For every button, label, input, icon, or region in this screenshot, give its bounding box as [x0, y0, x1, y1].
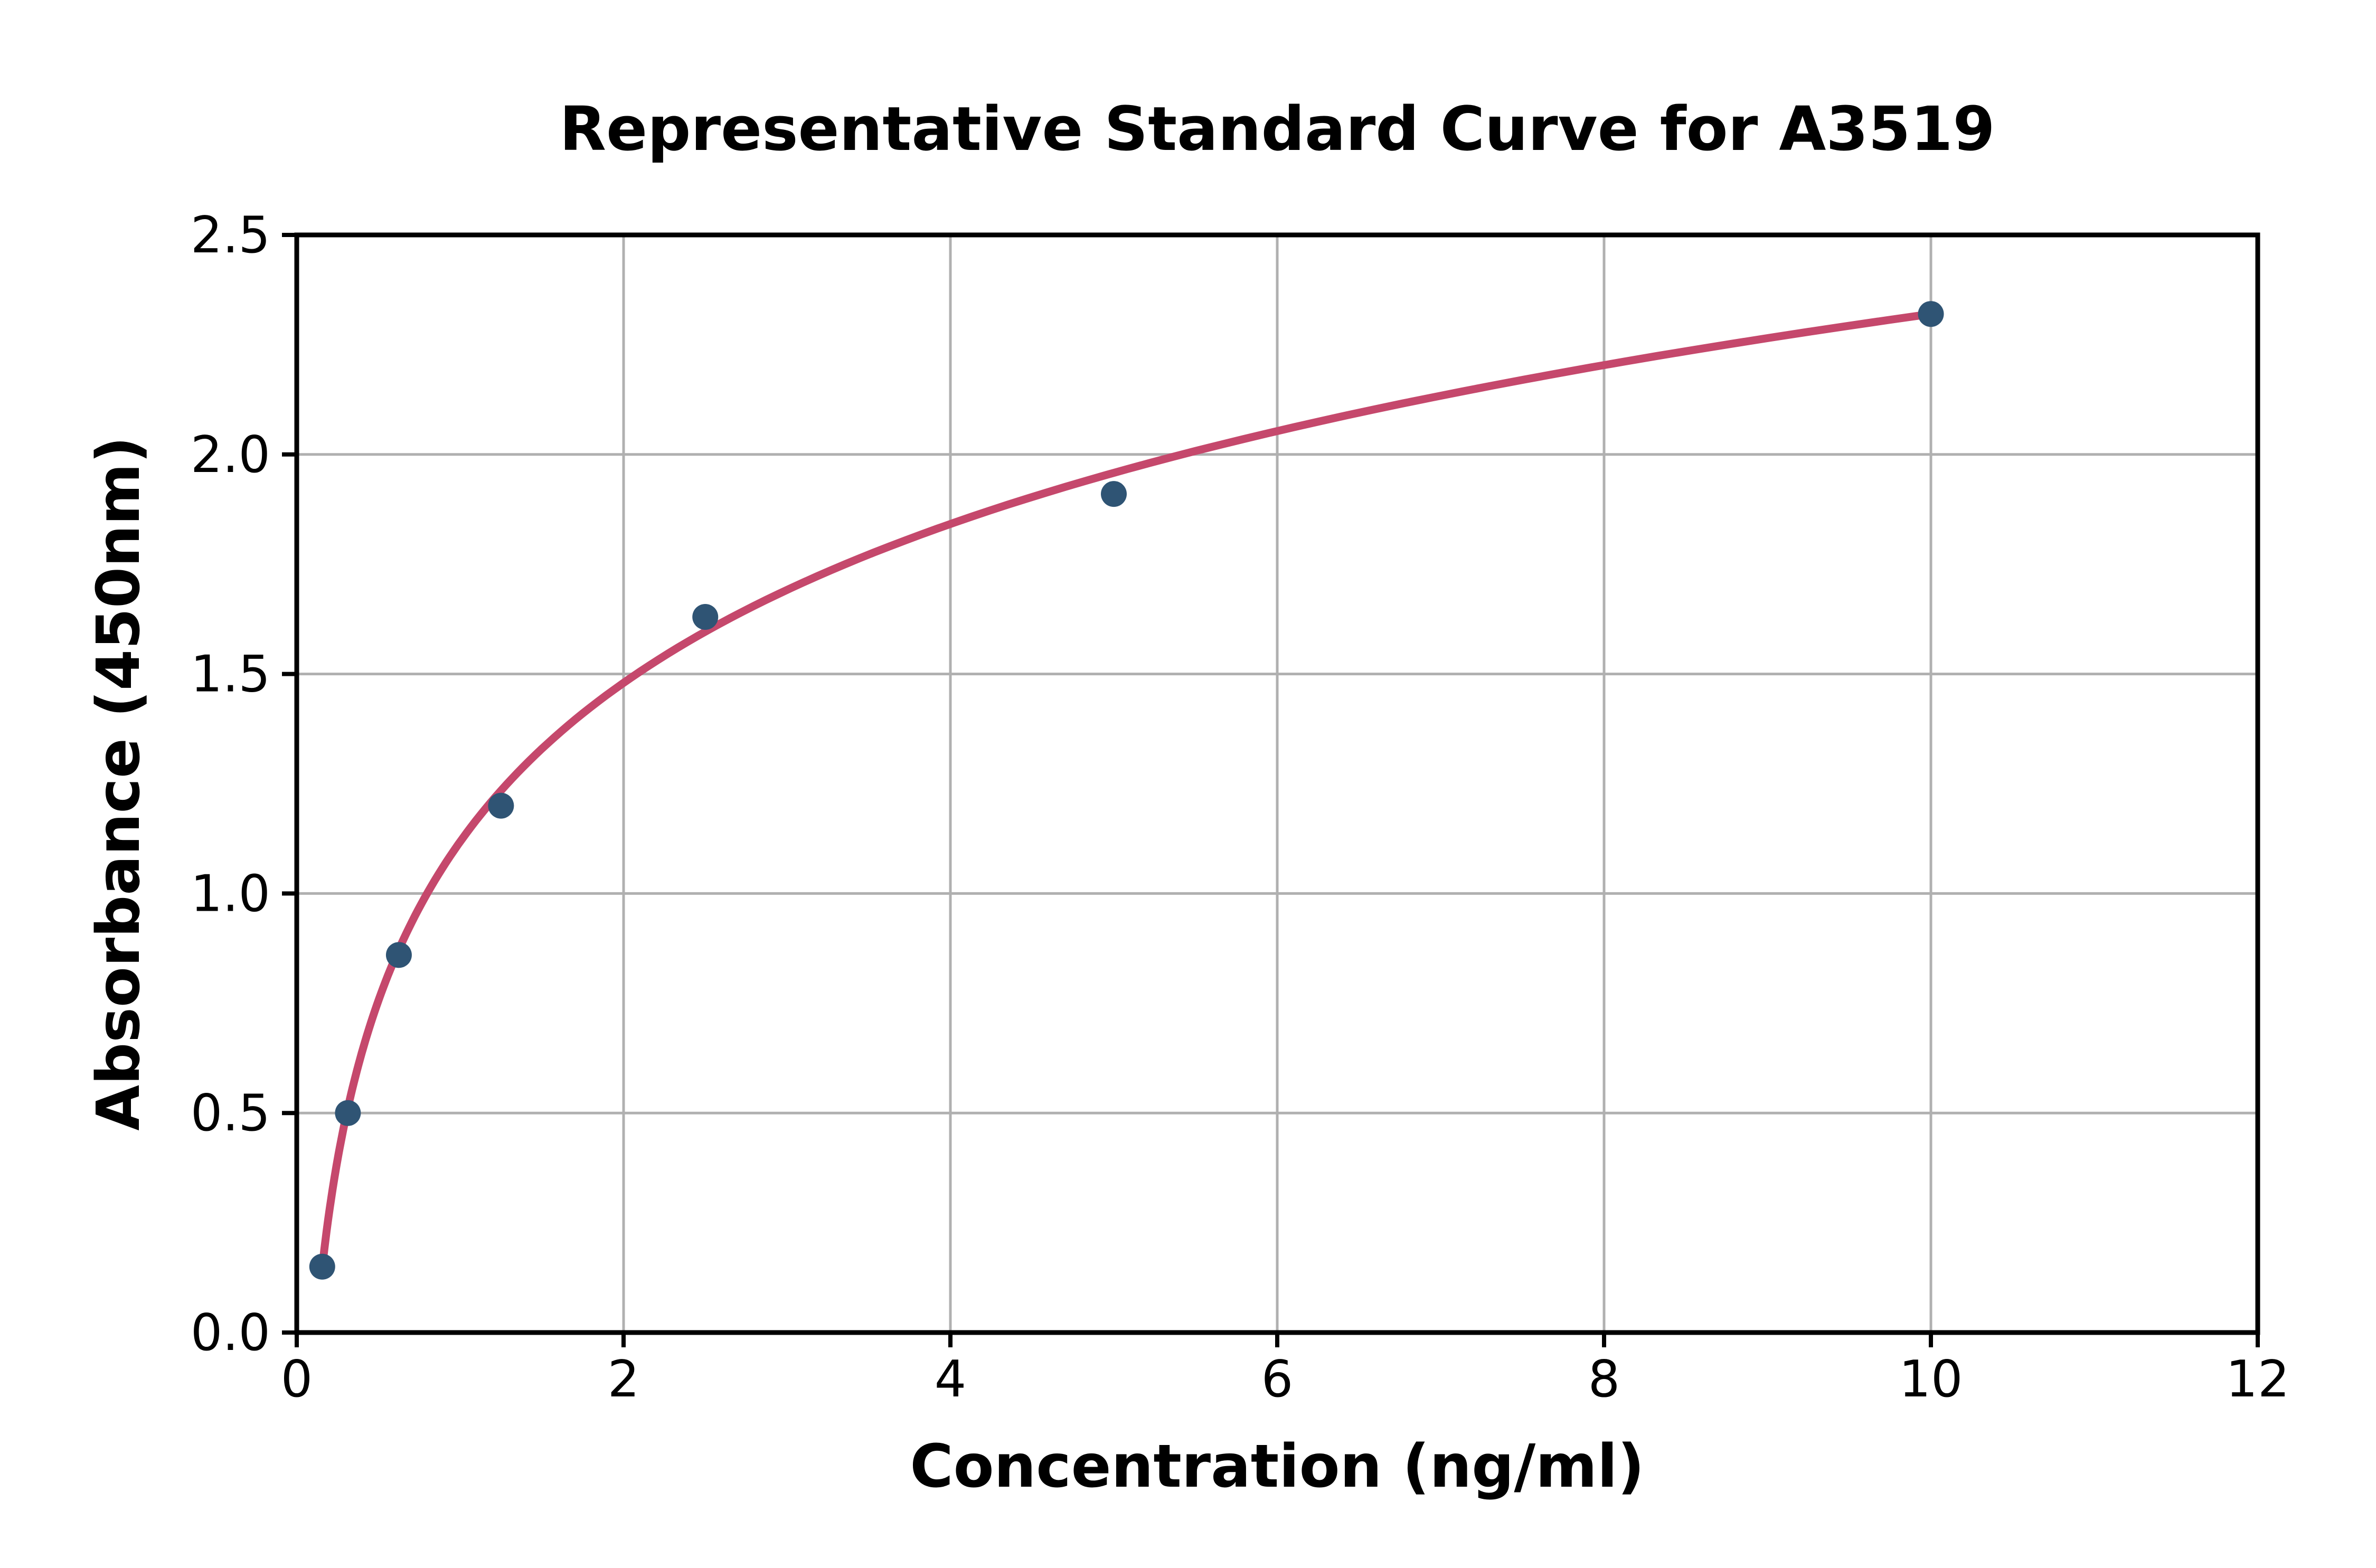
x-tick-label: 2	[608, 1350, 639, 1409]
x-tick-label: 6	[1261, 1350, 1293, 1409]
data-point-marker	[1101, 481, 1127, 507]
x-tick-label: 4	[935, 1350, 966, 1409]
data-point-marker	[692, 603, 719, 630]
y-tick-label: 0.0	[191, 1304, 270, 1362]
x-tick-label: 12	[2226, 1350, 2290, 1409]
y-tick-label: 2.5	[191, 206, 270, 265]
x-tick-label: 0	[281, 1350, 313, 1409]
x-tick-label: 10	[1899, 1350, 1963, 1409]
fit-curve-line	[318, 310, 1935, 1272]
data-point-marker	[335, 1100, 361, 1126]
data-point-marker	[309, 1253, 335, 1280]
data-point-marker	[385, 942, 412, 968]
data-point-marker	[488, 792, 514, 819]
x-axis-label: Concentration (ng/ml)	[910, 1432, 1645, 1501]
y-tick-label: 2.0	[191, 426, 270, 484]
data-point-marker	[1918, 301, 1944, 327]
chart-title: Representative Standard Curve for A3519	[559, 94, 1995, 165]
y-tick-label: 0.5	[191, 1084, 270, 1142]
y-tick-label: 1.0	[191, 865, 270, 923]
y-tick-label: 1.5	[191, 646, 270, 704]
x-tick-label: 8	[1588, 1350, 1620, 1409]
